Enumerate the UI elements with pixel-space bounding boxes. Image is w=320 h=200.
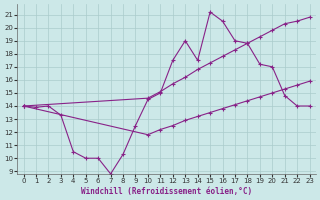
- X-axis label: Windchill (Refroidissement éolien,°C): Windchill (Refroidissement éolien,°C): [81, 187, 252, 196]
